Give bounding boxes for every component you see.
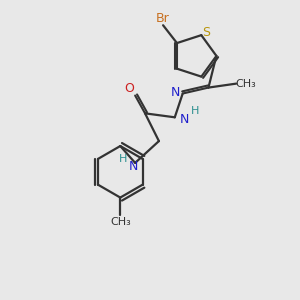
Text: N: N	[180, 113, 189, 126]
Text: CH₃: CH₃	[110, 217, 131, 227]
Text: N: N	[171, 86, 180, 99]
Text: H: H	[190, 106, 199, 116]
Text: O: O	[124, 82, 134, 95]
Text: N: N	[128, 160, 138, 173]
Text: S: S	[202, 26, 210, 39]
Text: H: H	[119, 154, 128, 164]
Text: Br: Br	[156, 12, 170, 25]
Text: CH₃: CH₃	[236, 79, 256, 88]
